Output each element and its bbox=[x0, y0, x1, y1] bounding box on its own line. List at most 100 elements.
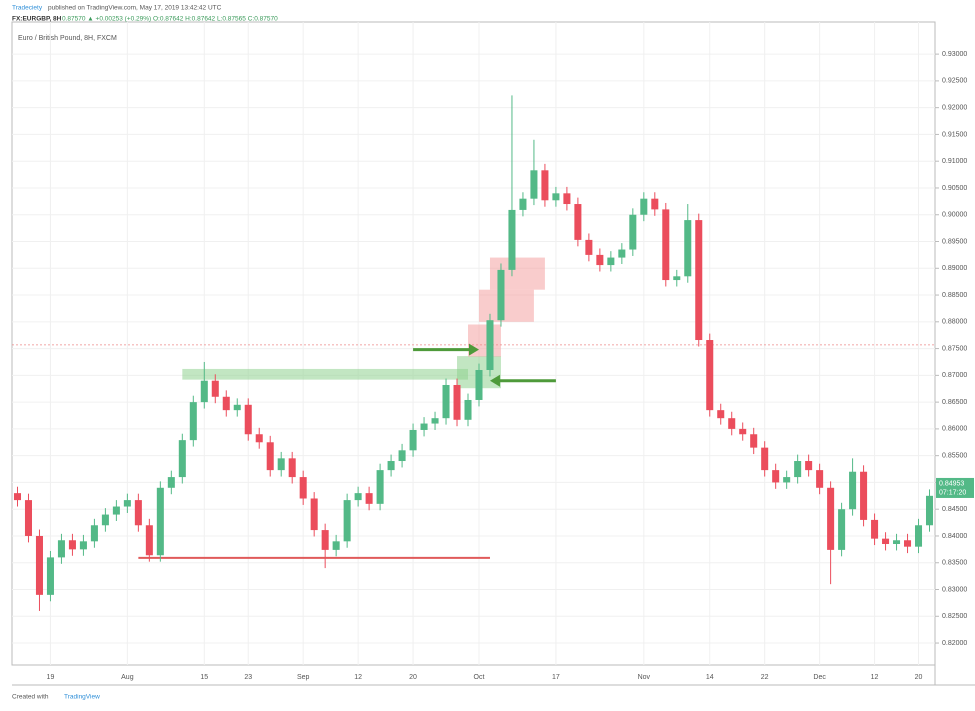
candle-body bbox=[915, 525, 923, 547]
last-price-box bbox=[936, 477, 974, 498]
candle-body bbox=[618, 249, 626, 258]
candle-body bbox=[607, 257, 615, 266]
candle-body bbox=[552, 193, 560, 201]
candle-body bbox=[200, 380, 208, 403]
candle-body bbox=[211, 380, 219, 397]
symbol: FX:EURGBP, 8H bbox=[12, 16, 62, 23]
y-tick-label: 0.91500 bbox=[942, 131, 967, 138]
footer-brand[interactable]: TradingView bbox=[64, 694, 100, 701]
candle-body bbox=[354, 493, 362, 501]
candle-body bbox=[288, 458, 296, 478]
countdown-label: 07:17:20 bbox=[939, 489, 966, 496]
y-tick-label: 0.90000 bbox=[942, 212, 967, 219]
publisher[interactable]: Tradeciety bbox=[12, 5, 43, 12]
y-tick-label: 0.82000 bbox=[942, 640, 967, 647]
candle-body bbox=[530, 170, 538, 199]
candle-body bbox=[189, 402, 197, 441]
candle-body bbox=[574, 204, 582, 240]
candle-body bbox=[717, 410, 725, 419]
candle-body bbox=[431, 418, 439, 424]
y-tick-label: 0.82500 bbox=[942, 613, 967, 620]
y-tick-label: 0.88000 bbox=[942, 319, 967, 326]
candle-body bbox=[827, 487, 835, 550]
candle-body bbox=[299, 477, 307, 499]
candle-body bbox=[321, 530, 329, 550]
candle-body bbox=[420, 423, 428, 430]
candle-body bbox=[662, 209, 670, 281]
x-tick-label: 19 bbox=[47, 674, 55, 681]
y-tick-label: 0.91000 bbox=[942, 158, 967, 165]
x-tick-label: 22 bbox=[761, 674, 769, 681]
y-tick-label: 0.86500 bbox=[942, 399, 967, 406]
x-tick-label: 20 bbox=[915, 674, 923, 681]
candle-body bbox=[585, 239, 593, 255]
candle-body bbox=[46, 557, 54, 595]
candle-body bbox=[860, 471, 868, 520]
y-tick-label: 0.87000 bbox=[942, 372, 967, 379]
candle-body bbox=[310, 498, 318, 531]
candle-body bbox=[167, 477, 175, 488]
candle-body bbox=[816, 470, 824, 488]
candle-body bbox=[442, 384, 450, 419]
y-tick-label: 0.89500 bbox=[942, 238, 967, 245]
candle-body bbox=[695, 220, 703, 341]
published: published on TradingView.com, May 17, 20… bbox=[48, 5, 222, 12]
y-tick-label: 0.90500 bbox=[942, 185, 967, 192]
candle-body bbox=[761, 447, 769, 471]
candle-body bbox=[684, 220, 692, 277]
candle-body bbox=[739, 428, 747, 435]
candle-body bbox=[596, 254, 604, 266]
candle-body bbox=[101, 514, 109, 526]
candle-body bbox=[464, 399, 472, 420]
y-tick-label: 0.92500 bbox=[942, 78, 967, 85]
candle-body bbox=[90, 525, 98, 542]
candle-body bbox=[398, 450, 406, 462]
arrow-head bbox=[489, 374, 500, 387]
candle-body bbox=[706, 340, 714, 411]
x-tick-label: 14 bbox=[706, 674, 714, 681]
candle-body bbox=[57, 540, 65, 558]
y-tick-label: 0.87500 bbox=[942, 345, 967, 352]
candle-body bbox=[673, 276, 681, 281]
zone bbox=[182, 368, 469, 380]
candle-body bbox=[35, 535, 43, 595]
candle-body bbox=[222, 396, 230, 411]
y-tick-label: 0.93000 bbox=[942, 51, 967, 58]
y-tick-label: 0.89000 bbox=[942, 265, 967, 272]
quote: 0.87570 ▲ +0.00253 (+0.29%) O:0.87642 H:… bbox=[62, 16, 278, 23]
candle-body bbox=[871, 519, 879, 539]
x-tick-label: Aug bbox=[121, 674, 134, 681]
candle-body bbox=[409, 429, 417, 451]
candle-body bbox=[376, 470, 384, 504]
chart-title: Euro / British Pound, 8H, FXCM bbox=[18, 35, 117, 42]
x-tick-label: Nov bbox=[638, 674, 651, 681]
y-tick-label: 0.88500 bbox=[942, 292, 967, 299]
candle-body bbox=[519, 198, 527, 210]
candle-body bbox=[178, 440, 186, 478]
candle-body bbox=[486, 320, 494, 371]
candle-body bbox=[255, 434, 263, 443]
candle-body bbox=[79, 541, 87, 550]
candle-body bbox=[783, 477, 791, 483]
candle-body bbox=[277, 458, 285, 471]
candle-body bbox=[343, 500, 351, 542]
x-tick-label: 20 bbox=[409, 674, 417, 681]
candle-body bbox=[750, 434, 758, 448]
y-tick-label: 0.85500 bbox=[942, 453, 967, 460]
candle-body bbox=[145, 525, 153, 556]
x-tick-label: Dec bbox=[813, 674, 826, 681]
candle-body bbox=[13, 493, 22, 501]
candle-body bbox=[794, 461, 802, 478]
candle-body bbox=[904, 540, 912, 547]
footer-created: Created with bbox=[12, 694, 49, 701]
candle-body bbox=[805, 461, 813, 471]
candle-body bbox=[508, 209, 516, 270]
y-tick-label: 0.84000 bbox=[942, 533, 967, 540]
candle-body bbox=[244, 404, 252, 435]
candle-body bbox=[541, 170, 549, 201]
candle-body bbox=[123, 500, 131, 507]
x-tick-label: 12 bbox=[354, 674, 362, 681]
last-price-label: 0.84953 bbox=[939, 480, 964, 487]
candle-body bbox=[849, 471, 857, 510]
